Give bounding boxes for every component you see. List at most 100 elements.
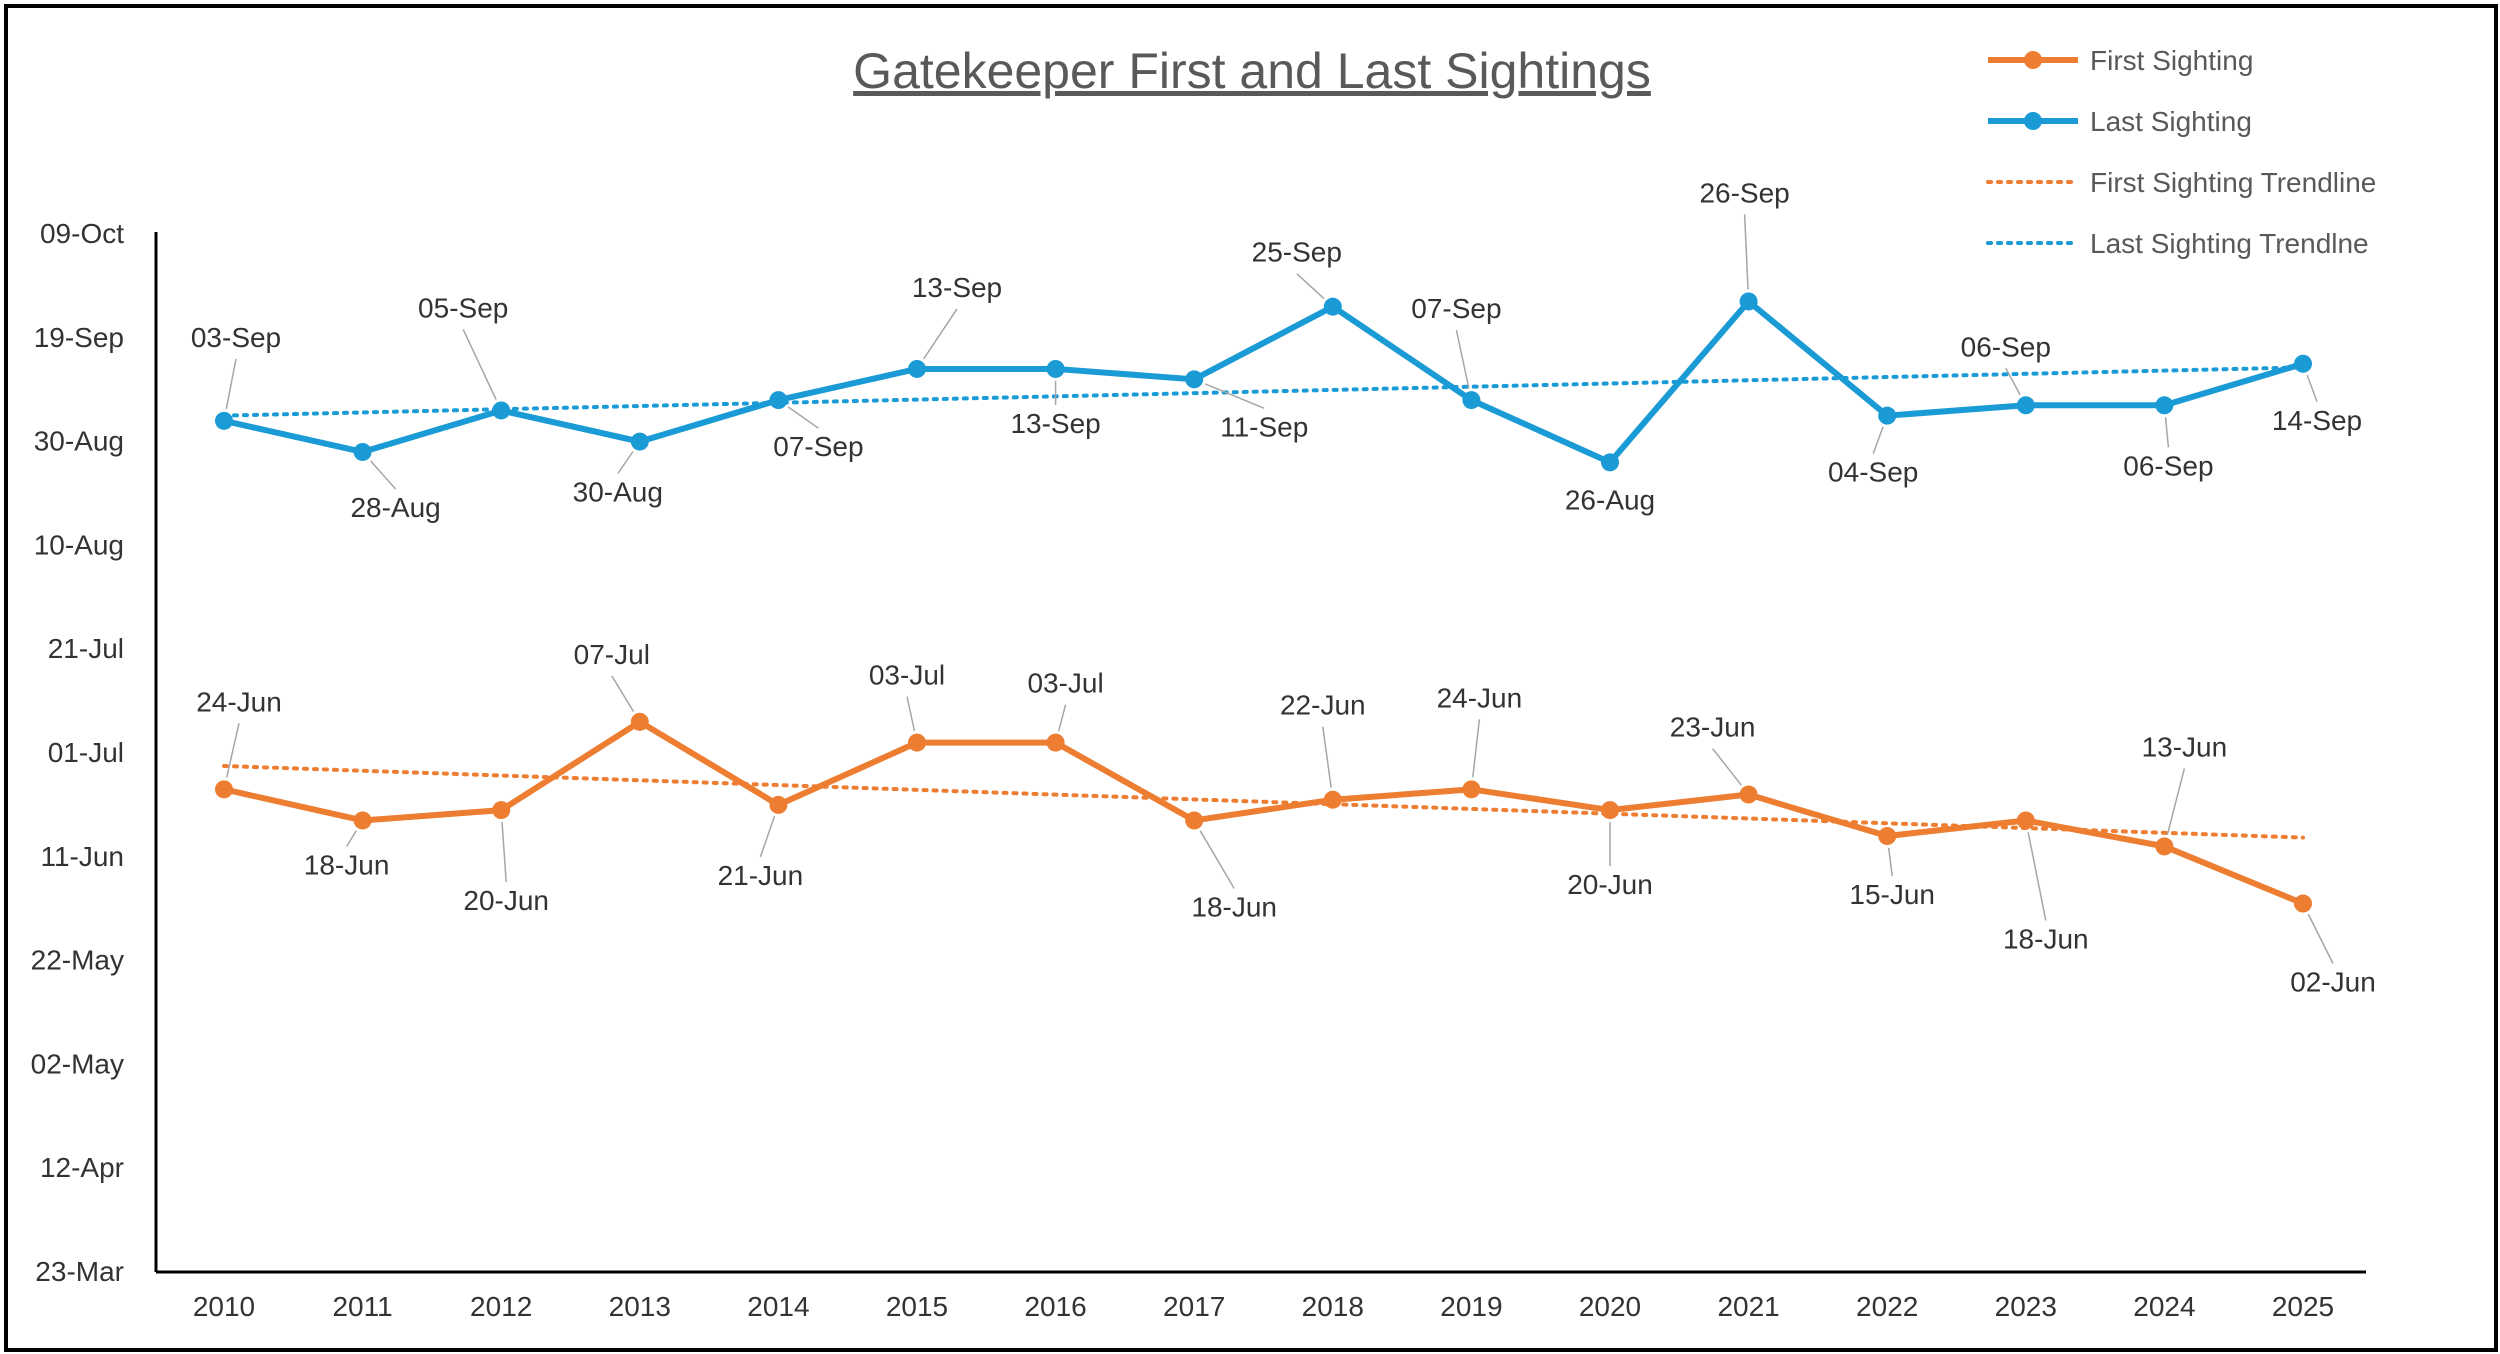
last-sighting-data-label: 30-Aug <box>573 477 663 508</box>
x-tick-label: 2024 <box>2133 1291 2195 1322</box>
y-tick-label: 21-Jul <box>48 633 124 664</box>
first-sighting-leader-line <box>1887 847 1893 877</box>
x-tick-label: 2011 <box>332 1291 392 1322</box>
first-sighting-point <box>2155 837 2174 856</box>
last-sighting-leader-line <box>1455 329 1470 389</box>
first-sighting-data-label: 20-Jun <box>463 885 549 916</box>
last-sighting-leader-line <box>462 329 497 400</box>
y-tick-label: 12-Apr <box>40 1152 124 1183</box>
last-sighting-point <box>2294 354 2312 373</box>
last-sighting-data-label: 07-Sep <box>773 431 863 462</box>
x-tick-label: 2025 <box>2272 1291 2334 1322</box>
last-sighting-data-label: 11-Sep <box>1220 411 1308 442</box>
first-sighting-point <box>1878 827 1897 846</box>
first-sighting-data-label: 18-Jun <box>2003 923 2089 954</box>
last-sighting-data-label: 04-Sep <box>1828 457 1918 488</box>
legend-item-4-label: Last Sighting Trendlne <box>2090 228 2369 259</box>
x-tick-label: 2014 <box>747 1291 809 1322</box>
first-sighting-point <box>908 733 926 752</box>
last-sighting-point <box>492 401 511 420</box>
first-sighting-data-label: 21-Jun <box>718 860 804 891</box>
first-sighting-point <box>1046 733 1065 752</box>
first-sighting-leader-line <box>759 815 776 858</box>
x-tick-label: 2023 <box>1995 1291 2057 1322</box>
first-sighting-point <box>2294 894 2312 913</box>
last-sighting-leader-line <box>1296 273 1325 300</box>
first-sighting-leader-line <box>1472 719 1481 778</box>
x-tick-label: 2022 <box>1856 1291 1918 1322</box>
x-tick-label: 2019 <box>1440 1291 1502 1322</box>
first-sighting-data-label: 13-Jun <box>2142 731 2228 762</box>
first-sighting-leader-line <box>225 723 240 778</box>
legend-item-2-marker <box>2024 112 2042 130</box>
first-sighting-leader-line <box>1199 830 1235 889</box>
first-sighting-point <box>1185 811 1204 830</box>
x-tick-label: 2015 <box>886 1291 948 1322</box>
last-sighting-data-label: 28-Aug <box>350 492 440 523</box>
first-sighting-leader-line <box>2027 832 2047 921</box>
first-sighting-line <box>223 718 2305 907</box>
data-labels: 24-Jun 18-Jun 20-Jun 07-Jul 21-Jun 03-Jul 03-J… <box>191 177 2376 997</box>
x-tick-label: 2013 <box>609 1291 671 1322</box>
first-sighting-leader-line <box>2166 768 2186 835</box>
first-sighting-data-label: 18-Jun <box>304 849 390 880</box>
last-sighting-point <box>1185 370 1204 389</box>
first-sighting-point <box>1739 785 1758 804</box>
last-sighting-point <box>1046 359 1065 378</box>
x-tick-label: 2018 <box>1302 1291 1364 1322</box>
chart-frame: Gatekeeper First and Last Sightings 23-M… <box>4 4 2498 1352</box>
x-tick-label: 2017 <box>1163 1291 1225 1322</box>
first-sighting-data-label: 20-Jun <box>1567 869 1653 900</box>
first-sighting-data-label: 03-Jul <box>869 660 945 691</box>
y-tick-label: 23-Mar <box>35 1256 124 1287</box>
last-sighting-point <box>1462 391 1481 410</box>
y-tick-label: 02-May <box>31 1048 124 1079</box>
first-sighting-point <box>353 811 372 830</box>
last-sighting-point <box>630 432 649 451</box>
last-sighting-data-label: 26-Aug <box>1565 484 1655 515</box>
y-tick-label: 11-Jun <box>40 841 124 872</box>
trendline-last-sighting-trendline <box>222 365 2305 418</box>
last-sighting-data-label: 13-Sep <box>912 272 1002 303</box>
last-sighting-line <box>223 298 2304 466</box>
first-sighting-point <box>492 801 511 820</box>
series <box>215 292 2312 913</box>
y-tick-label: 22-May <box>31 945 124 976</box>
chart-title: Gatekeeper First and Last Sightings <box>853 43 1651 99</box>
legend-item-1-label: First Sighting <box>2090 45 2253 76</box>
legend-item-3-label: First Sighting Trendline <box>2090 167 2376 198</box>
first-sighting-data-label: 24-Jun <box>1437 682 1523 713</box>
last-sighting-point <box>908 359 926 378</box>
last-sighting-leader-line <box>225 358 237 410</box>
last-sighting-point <box>215 411 233 430</box>
last-sighting-point <box>353 442 372 461</box>
first-sighting-point <box>1462 780 1481 799</box>
y-tick-label: 30-Aug <box>34 426 124 457</box>
last-sighting-data-label: 13-Sep <box>1010 408 1100 439</box>
last-sighting-data-label: 07-Sep <box>1411 293 1501 324</box>
last-sighting-point <box>1739 292 1758 311</box>
first-sighting-leader-line <box>611 675 635 712</box>
first-sighting-point <box>2016 811 2035 830</box>
last-sighting-leader-line <box>2306 374 2318 403</box>
chart-canvas: Gatekeeper First and Last Sightings 23-M… <box>31 43 2377 1322</box>
first-sighting-data-label: 18-Jun <box>1191 891 1277 922</box>
first-sighting-data-label: 15-Jun <box>1849 879 1935 910</box>
first-sighting-leader-line <box>1322 726 1332 788</box>
last-sighting-leader-line <box>2164 417 2170 448</box>
legend-item-1-marker <box>2024 51 2042 69</box>
last-sighting-leader-line <box>787 406 819 429</box>
last-sighting-point <box>2155 396 2174 415</box>
first-sighting-leader-line <box>1712 748 1742 786</box>
first-sighting-data-label: 03-Jul <box>1027 668 1103 699</box>
y-tick-label: 01-Jul <box>48 737 124 768</box>
last-sighting-point <box>2016 396 2035 415</box>
last-sighting-data-label: 05-Sep <box>418 292 508 323</box>
last-sighting-data-label: 25-Sep <box>1252 237 1342 268</box>
y-tick-label: 10-Aug <box>34 529 124 560</box>
last-sighting-leader-line <box>1743 214 1749 290</box>
x-tick-label: 2020 <box>1579 1291 1641 1322</box>
first-sighting-data-label: 07-Jul <box>574 639 650 670</box>
x-tick-label: 2016 <box>1024 1291 1086 1322</box>
legend: First Sighting Last Sighting First Sightin… <box>1986 45 2376 259</box>
